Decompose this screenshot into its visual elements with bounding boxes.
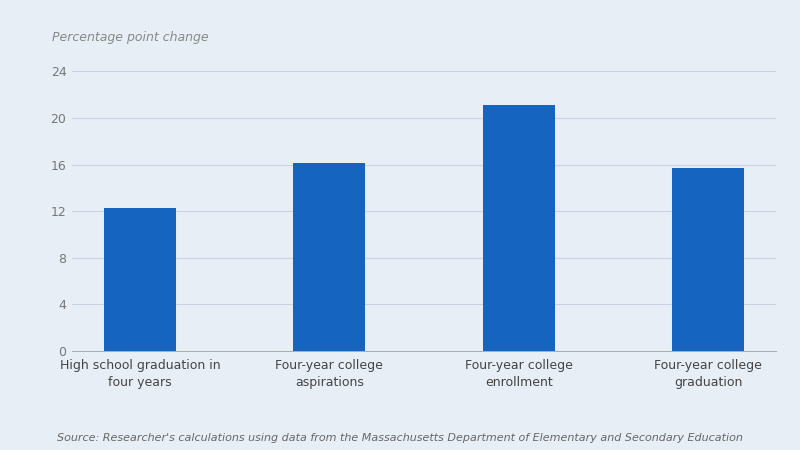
Bar [482,105,554,351]
Bar [672,168,744,351]
Text: Percentage point change: Percentage point change [52,32,209,45]
Bar [104,208,176,351]
Bar [294,163,366,351]
Text: Source: Researcher's calculations using data from the Massachusetts Department o: Source: Researcher's calculations using … [57,433,743,443]
